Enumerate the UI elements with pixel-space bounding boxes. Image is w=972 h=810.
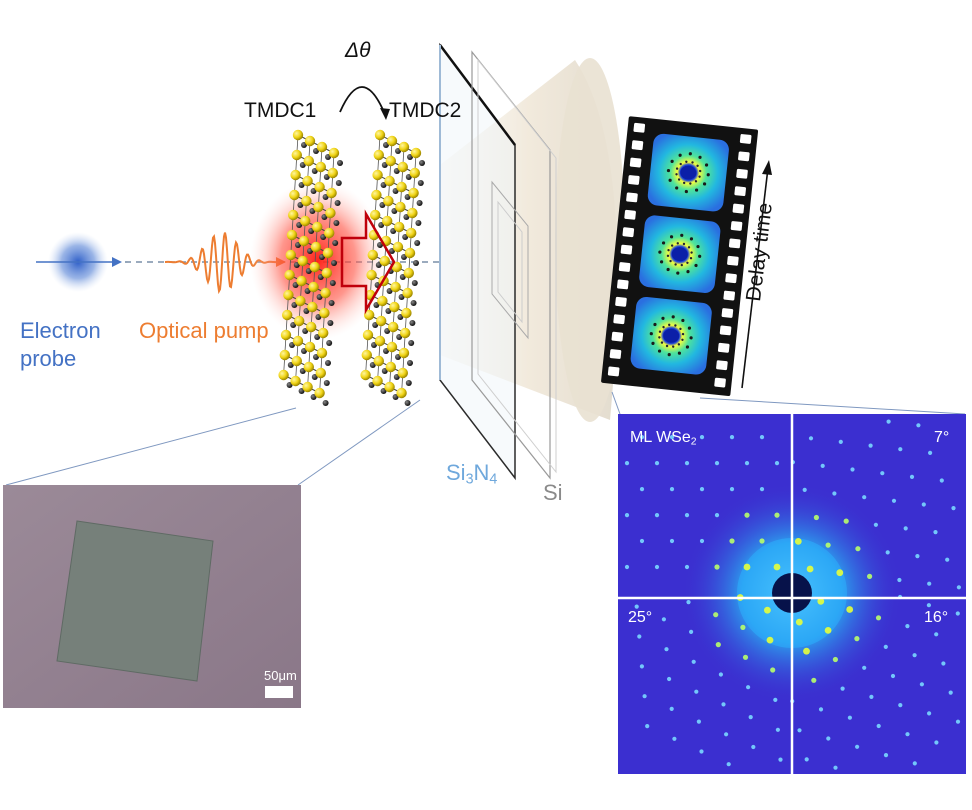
- si-frame-pane: [471, 50, 557, 480]
- zoom-line-film-right: [699, 397, 966, 415]
- electron-probe-label-line2: probe: [20, 346, 77, 371]
- optical-micrograph: [3, 485, 301, 708]
- tmdc1-label: TMDC1: [244, 99, 317, 122]
- electron-probe-label-line1: Electron: [20, 318, 101, 343]
- scale-bar-label: 50μm: [264, 668, 297, 683]
- delay-time-arrow-head: [762, 160, 772, 175]
- electron-arrow-head: [112, 257, 122, 267]
- transfer-arrow-outline: [340, 209, 396, 315]
- scale-bar: [265, 686, 293, 698]
- pump-spot-glow: [250, 180, 386, 340]
- si-label: Si: [543, 480, 563, 505]
- flake-sample: [56, 520, 214, 682]
- zoom-line-left: [5, 407, 297, 486]
- tmdc1-crystal: [278, 129, 343, 406]
- zoom-line-film-left: [611, 391, 621, 415]
- film-strip: [601, 116, 759, 397]
- angle-label-25: 25°: [628, 609, 653, 626]
- sample-label: ML WSe2: [630, 429, 697, 448]
- zoom-line-right: [297, 399, 421, 486]
- twist-angle-arc: [339, 86, 385, 113]
- delta-theta-label: Δθ: [345, 39, 371, 62]
- tmdc2-crystal: [360, 129, 425, 406]
- tmdc2-label: TMDC2: [389, 99, 462, 122]
- angle-label-16: 16°: [924, 609, 949, 626]
- angle-label-7: 7°: [934, 429, 950, 446]
- si3n4-label: Si3N4: [446, 460, 498, 488]
- optical-pump-label: Optical pump: [139, 318, 269, 343]
- diffraction-pattern: [618, 414, 966, 774]
- twist-angle-arrow-head: [380, 108, 390, 120]
- delay-time-arrow-line: [741, 167, 769, 389]
